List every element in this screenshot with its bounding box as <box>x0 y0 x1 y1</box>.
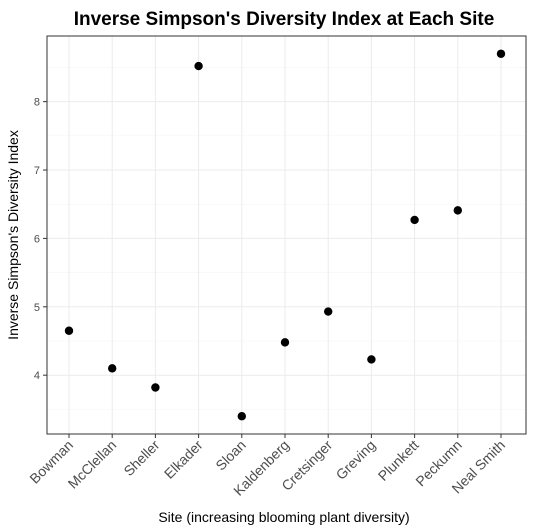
x-tick-label: Sheller <box>120 437 162 479</box>
x-axis-title: Site (increasing blooming plant diversit… <box>158 509 409 525</box>
y-tick-label: 6 <box>34 233 40 245</box>
chart-title: Inverse Simpson's Diversity Index at Eac… <box>74 9 495 30</box>
data-point <box>108 364 117 373</box>
data-point <box>367 355 376 364</box>
x-tick-label: Elkader <box>161 437 206 482</box>
data-point <box>453 206 462 215</box>
y-tick-label: 5 <box>34 302 40 314</box>
y-tick-label: 7 <box>34 165 40 177</box>
y-tick-label: 4 <box>34 370 40 382</box>
data-point <box>496 49 506 58</box>
panel-border <box>46 35 527 435</box>
data-point <box>237 412 246 421</box>
y-axis: 4 5 6 7 8 <box>34 97 47 382</box>
y-axis-title: Inverse Simpson's Diversity Index <box>5 130 21 340</box>
data-point <box>64 326 74 335</box>
x-tick-label: Greving <box>333 437 379 483</box>
data-point <box>280 338 290 347</box>
data-point <box>194 61 203 71</box>
grid <box>47 36 526 434</box>
data-points <box>64 49 506 421</box>
x-tick-label: Sloan <box>212 437 249 474</box>
data-point <box>410 215 419 225</box>
data-point <box>324 307 333 316</box>
y-tick-label: 8 <box>34 97 40 109</box>
data-point <box>151 383 160 392</box>
